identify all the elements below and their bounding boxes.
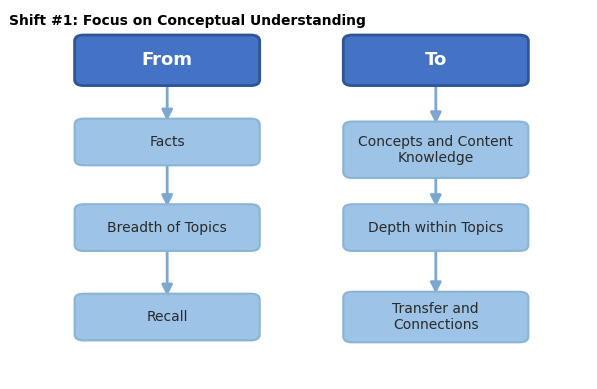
Text: Depth within Topics: Depth within Topics: [368, 221, 503, 235]
FancyBboxPatch shape: [343, 121, 528, 178]
Text: Facts: Facts: [149, 135, 185, 149]
FancyBboxPatch shape: [75, 204, 260, 251]
FancyBboxPatch shape: [75, 294, 260, 340]
FancyBboxPatch shape: [75, 35, 260, 86]
Text: Transfer and
Connections: Transfer and Connections: [392, 302, 479, 332]
Text: From: From: [141, 51, 193, 69]
FancyBboxPatch shape: [343, 35, 528, 86]
FancyBboxPatch shape: [75, 119, 260, 165]
Text: Concepts and Content
Knowledge: Concepts and Content Knowledge: [358, 135, 513, 165]
FancyBboxPatch shape: [343, 292, 528, 342]
FancyBboxPatch shape: [343, 204, 528, 251]
Text: Breadth of Topics: Breadth of Topics: [107, 221, 227, 235]
Text: Shift #1: Focus on Conceptual Understanding: Shift #1: Focus on Conceptual Understand…: [9, 14, 366, 28]
Text: To: To: [424, 51, 447, 69]
Text: Recall: Recall: [146, 310, 188, 324]
